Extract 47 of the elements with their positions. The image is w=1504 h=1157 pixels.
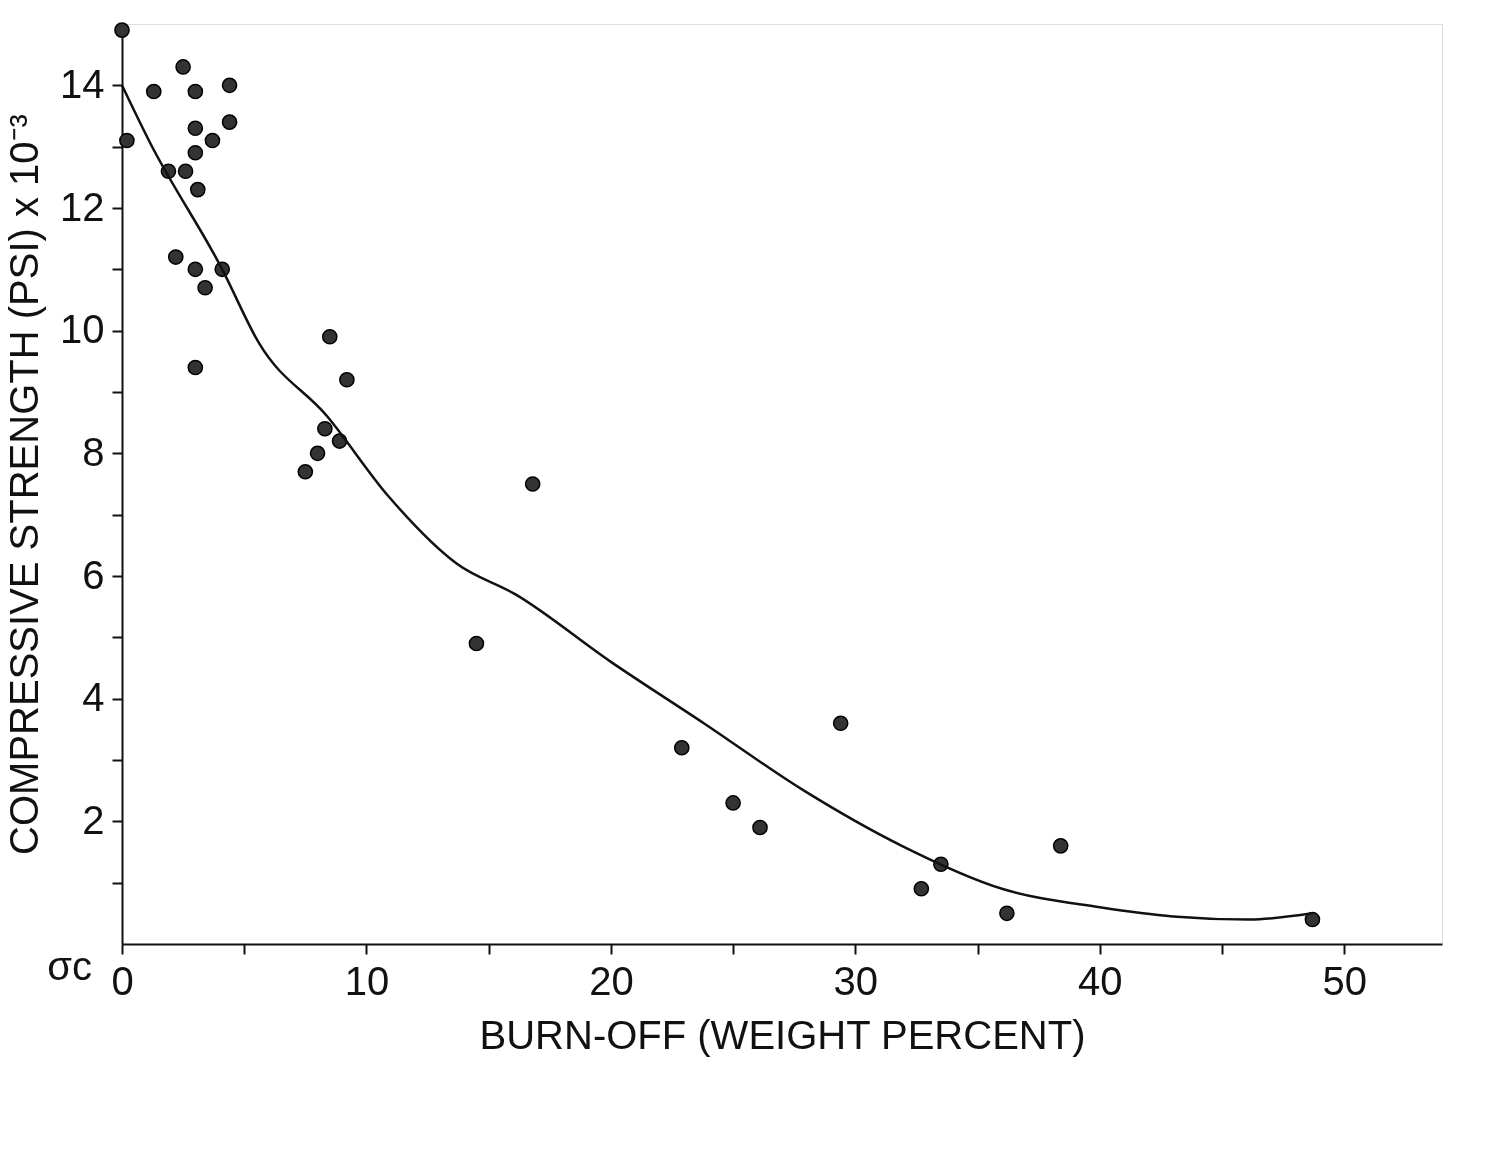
- point: [187, 83, 204, 100]
- point: [189, 181, 206, 198]
- point: [175, 59, 191, 75]
- point: [119, 132, 135, 149]
- x-tick-label: 30: [833, 958, 879, 1003]
- point: [167, 249, 184, 265]
- text: σc: [47, 944, 92, 988]
- point: [832, 715, 849, 732]
- y-tick-label: 12: [60, 184, 105, 229]
- point: [187, 359, 204, 376]
- x-tick-label: 10: [344, 958, 390, 1003]
- point: [309, 445, 326, 462]
- x-tick-label: 20: [589, 958, 634, 1003]
- point: [321, 328, 338, 345]
- x-axis-title: BURN-OFF (WEIGHT PERCENT): [479, 1012, 1086, 1057]
- x-tick-label: 50: [1322, 958, 1367, 1003]
- point: [187, 120, 204, 137]
- point: [339, 371, 355, 388]
- y-tick-label: 2: [82, 797, 105, 842]
- y-axis-title: COMPRESSIVE STRENGTH (PSI) x 10⁻³: [2, 114, 47, 855]
- point: [673, 739, 690, 756]
- y-tick-label: 6: [82, 552, 105, 597]
- y-tick-label: 10: [60, 307, 105, 352]
- point: [913, 880, 930, 897]
- y-tick-label: 14: [60, 61, 105, 106]
- y-tick-label: 8: [82, 429, 105, 474]
- point: [177, 163, 194, 180]
- point: [1052, 838, 1069, 854]
- point: [317, 420, 333, 437]
- point: [221, 114, 238, 130]
- x-tick-label: 0: [111, 958, 134, 1003]
- point: [752, 819, 768, 836]
- point: [187, 261, 204, 278]
- point: [204, 132, 221, 149]
- y-tick-label: 4: [82, 675, 105, 720]
- point: [468, 635, 485, 652]
- x-tick-label: 40: [1078, 958, 1123, 1003]
- point: [1304, 911, 1321, 928]
- point: [725, 795, 741, 811]
- point: [524, 476, 541, 492]
- point: [187, 144, 204, 161]
- point: [145, 83, 162, 100]
- point: [197, 279, 213, 296]
- point: [114, 22, 130, 38]
- point: [297, 463, 314, 480]
- point: [999, 905, 1015, 922]
- point: [221, 77, 238, 94]
